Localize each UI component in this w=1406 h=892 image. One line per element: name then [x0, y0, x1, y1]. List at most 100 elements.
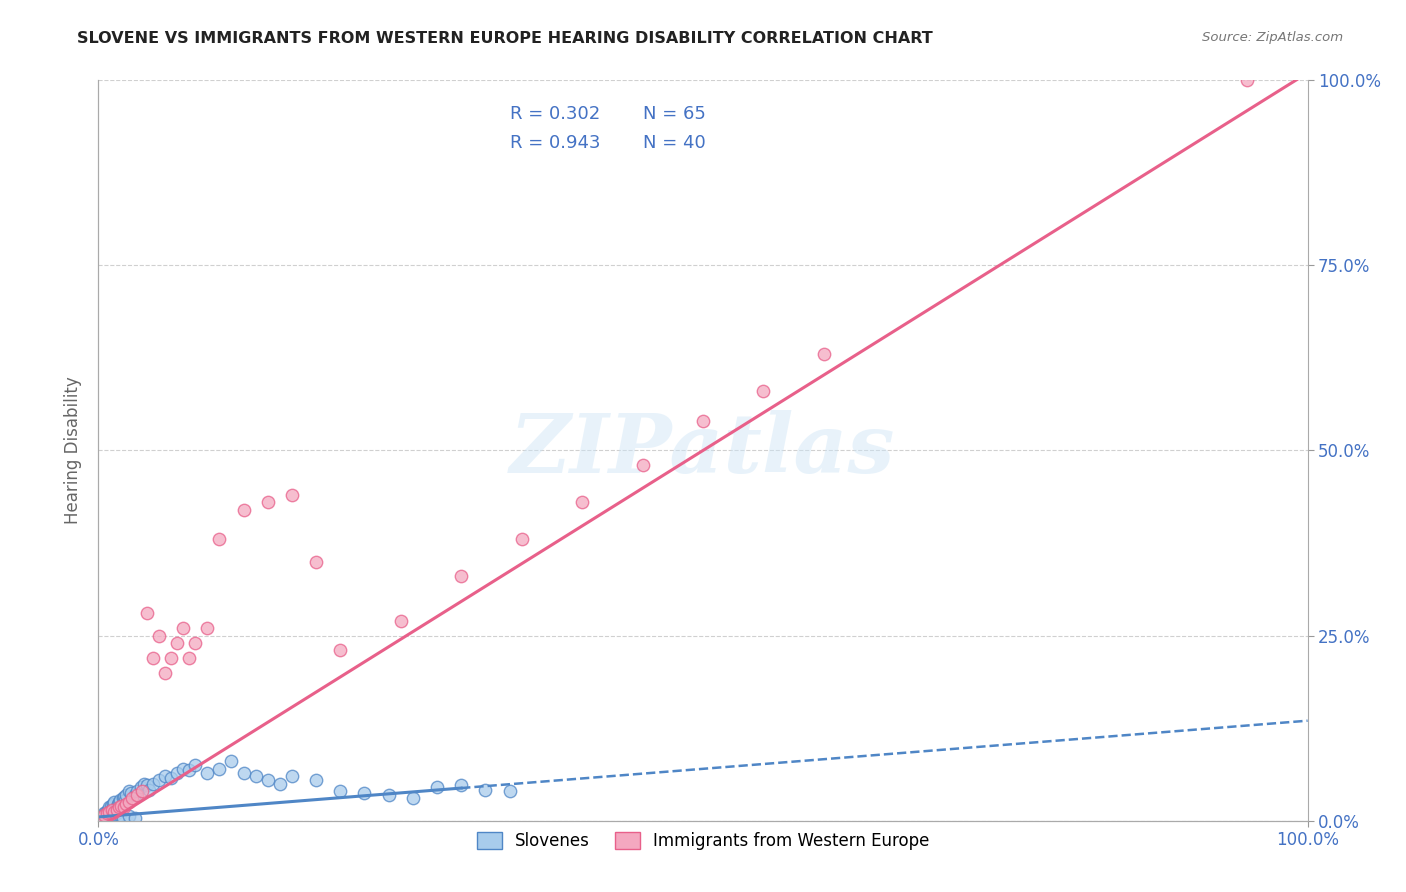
Point	[329, 643, 352, 657]
Point	[153, 769, 176, 783]
Point	[281, 769, 304, 783]
Point	[450, 778, 472, 792]
Point	[232, 765, 254, 780]
Point	[208, 762, 231, 776]
Point	[389, 614, 412, 628]
Point	[474, 782, 496, 797]
Point	[353, 785, 375, 799]
Text: Source: ZipAtlas.com: Source: ZipAtlas.com	[1202, 31, 1343, 45]
Point	[305, 772, 328, 787]
Point	[166, 636, 188, 650]
Point	[160, 771, 183, 785]
Point	[184, 758, 207, 772]
Point	[232, 502, 254, 516]
Point	[96, 806, 118, 821]
Point	[107, 797, 129, 812]
Point	[94, 805, 117, 819]
Point	[195, 621, 218, 635]
Y-axis label: Hearing Disability: Hearing Disability	[65, 376, 83, 524]
Text: R = 0.943: R = 0.943	[509, 134, 600, 153]
Point	[91, 810, 114, 824]
Point	[108, 808, 131, 822]
Point	[402, 791, 425, 805]
Point	[108, 800, 131, 814]
Point	[112, 800, 135, 814]
Point	[105, 803, 128, 817]
Point	[426, 780, 449, 795]
Point	[93, 806, 115, 821]
Point	[104, 807, 127, 822]
Point	[127, 788, 149, 802]
Point	[631, 458, 654, 473]
Point	[97, 807, 120, 822]
Point	[256, 772, 278, 787]
Point	[692, 414, 714, 428]
Point	[305, 555, 328, 569]
Text: ZIPatlas: ZIPatlas	[510, 410, 896, 491]
Point	[101, 809, 124, 823]
Point	[1236, 73, 1258, 87]
Point	[97, 803, 120, 817]
Point	[91, 807, 114, 822]
Point	[256, 495, 278, 509]
Point	[179, 764, 201, 778]
Point	[105, 800, 128, 814]
Text: R = 0.302: R = 0.302	[509, 104, 600, 122]
Point	[91, 810, 114, 824]
Point	[118, 784, 141, 798]
Point	[245, 769, 267, 783]
Point	[91, 812, 114, 826]
Point	[100, 802, 122, 816]
Point	[127, 784, 149, 798]
Point	[184, 636, 207, 650]
Point	[148, 772, 170, 787]
Point	[153, 665, 176, 680]
Point	[142, 650, 165, 665]
Text: N = 40: N = 40	[643, 134, 706, 153]
Point	[108, 795, 131, 809]
Point	[138, 782, 160, 797]
Point	[98, 800, 121, 814]
Point	[110, 798, 132, 813]
Point	[131, 784, 153, 798]
Point	[93, 807, 115, 822]
Point	[100, 798, 122, 813]
Point	[148, 628, 170, 642]
Point	[118, 795, 141, 809]
Point	[179, 650, 201, 665]
Point	[195, 765, 218, 780]
Point	[100, 812, 122, 826]
Point	[813, 347, 835, 361]
Point	[221, 755, 243, 769]
Point	[111, 791, 134, 805]
Point	[111, 811, 134, 825]
Point	[129, 780, 152, 795]
Point	[100, 803, 122, 817]
Point	[124, 812, 146, 826]
Point	[118, 809, 141, 823]
Point	[98, 805, 121, 819]
Point	[269, 776, 291, 791]
Point	[498, 784, 520, 798]
Point	[160, 650, 183, 665]
Point	[104, 805, 127, 819]
Point	[208, 533, 231, 547]
Point	[120, 785, 142, 799]
Point	[142, 776, 165, 791]
Point	[115, 788, 138, 802]
Point	[101, 797, 124, 812]
Point	[752, 384, 775, 399]
Point	[115, 797, 138, 812]
Point	[107, 805, 129, 819]
Point	[377, 788, 399, 802]
Point	[172, 762, 194, 776]
Point	[96, 808, 118, 822]
Point	[110, 803, 132, 817]
Point	[281, 488, 304, 502]
Point	[134, 776, 156, 791]
Point	[571, 495, 593, 509]
Point	[450, 569, 472, 583]
Text: N = 65: N = 65	[643, 104, 706, 122]
Point	[124, 788, 146, 802]
Point	[329, 784, 352, 798]
